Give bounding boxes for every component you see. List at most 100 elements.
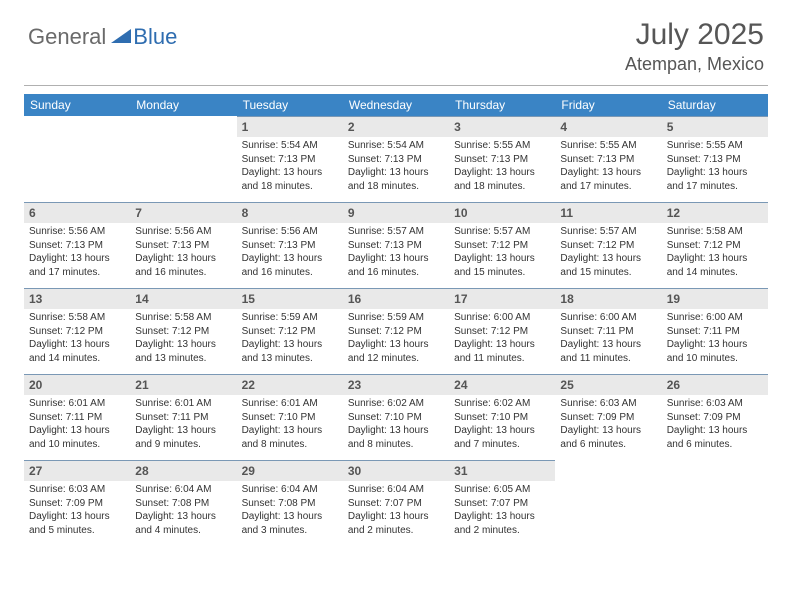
calendar-day-cell: 26Sunrise: 6:03 AMSunset: 7:09 PMDayligh… xyxy=(662,374,768,460)
day-info: Sunrise: 6:01 AMSunset: 7:11 PMDaylight:… xyxy=(130,397,236,451)
sunset-line: Sunset: 7:10 PM xyxy=(348,411,444,425)
sunset-line: Sunset: 7:11 PM xyxy=(135,411,231,425)
sunset-line: Sunset: 7:13 PM xyxy=(29,239,125,253)
day-number: 1 xyxy=(237,117,343,137)
daylight-line: Daylight: 13 hours and 8 minutes. xyxy=(348,424,444,451)
day-number: 8 xyxy=(237,203,343,223)
calendar-day-cell: 1Sunrise: 5:54 AMSunset: 7:13 PMDaylight… xyxy=(237,116,343,202)
daylight-line: Daylight: 13 hours and 14 minutes. xyxy=(667,252,763,279)
sunset-line: Sunset: 7:11 PM xyxy=(667,325,763,339)
sunrise-line: Sunrise: 5:54 AM xyxy=(348,139,444,153)
day-info: Sunrise: 5:57 AMSunset: 7:12 PMDaylight:… xyxy=(555,225,661,279)
day-number: 5 xyxy=(662,117,768,137)
sunrise-line: Sunrise: 5:56 AM xyxy=(242,225,338,239)
sunrise-line: Sunrise: 6:04 AM xyxy=(348,483,444,497)
day-info: Sunrise: 6:00 AMSunset: 7:11 PMDaylight:… xyxy=(555,311,661,365)
sunrise-line: Sunrise: 6:01 AM xyxy=(29,397,125,411)
day-number: 17 xyxy=(449,289,555,309)
sunset-line: Sunset: 7:13 PM xyxy=(242,239,338,253)
day-number: 27 xyxy=(24,461,130,481)
daylight-line: Daylight: 13 hours and 17 minutes. xyxy=(560,166,656,193)
sunrise-line: Sunrise: 5:56 AM xyxy=(135,225,231,239)
day-info: Sunrise: 6:01 AMSunset: 7:11 PMDaylight:… xyxy=(24,397,130,451)
sunrise-line: Sunrise: 5:59 AM xyxy=(242,311,338,325)
calendar-day-cell: 27Sunrise: 6:03 AMSunset: 7:09 PMDayligh… xyxy=(24,460,130,546)
day-info: Sunrise: 5:55 AMSunset: 7:13 PMDaylight:… xyxy=(555,139,661,193)
day-info: Sunrise: 5:59 AMSunset: 7:12 PMDaylight:… xyxy=(343,311,449,365)
calendar-day-cell: 31Sunrise: 6:05 AMSunset: 7:07 PMDayligh… xyxy=(449,460,555,546)
day-number: 18 xyxy=(555,289,661,309)
sunrise-line: Sunrise: 6:04 AM xyxy=(242,483,338,497)
sunrise-line: Sunrise: 6:00 AM xyxy=(667,311,763,325)
day-number: 31 xyxy=(449,461,555,481)
sunset-line: Sunset: 7:13 PM xyxy=(454,153,550,167)
day-info: Sunrise: 6:04 AMSunset: 7:08 PMDaylight:… xyxy=(130,483,236,537)
day-number: 14 xyxy=(130,289,236,309)
day-number: 28 xyxy=(130,461,236,481)
sunset-line: Sunset: 7:12 PM xyxy=(454,325,550,339)
day-number: 7 xyxy=(130,203,236,223)
calendar-day-cell: 13Sunrise: 5:58 AMSunset: 7:12 PMDayligh… xyxy=(24,288,130,374)
day-number: 11 xyxy=(555,203,661,223)
sunset-line: Sunset: 7:13 PM xyxy=(560,153,656,167)
day-info: Sunrise: 5:54 AMSunset: 7:13 PMDaylight:… xyxy=(237,139,343,193)
sunset-line: Sunset: 7:10 PM xyxy=(454,411,550,425)
day-header: Thursday xyxy=(449,94,555,116)
sunrise-line: Sunrise: 5:59 AM xyxy=(348,311,444,325)
logo-text-general: General xyxy=(28,24,106,50)
daylight-line: Daylight: 13 hours and 16 minutes. xyxy=(348,252,444,279)
calendar-day-cell: 24Sunrise: 6:02 AMSunset: 7:10 PMDayligh… xyxy=(449,374,555,460)
sunset-line: Sunset: 7:13 PM xyxy=(667,153,763,167)
calendar-day-cell: 3Sunrise: 5:55 AMSunset: 7:13 PMDaylight… xyxy=(449,116,555,202)
day-number: 26 xyxy=(662,375,768,395)
day-number: 15 xyxy=(237,289,343,309)
daylight-line: Daylight: 13 hours and 7 minutes. xyxy=(454,424,550,451)
sunset-line: Sunset: 7:08 PM xyxy=(135,497,231,511)
logo-triangle-icon xyxy=(111,29,131,48)
daylight-line: Daylight: 13 hours and 5 minutes. xyxy=(29,510,125,537)
sunrise-line: Sunrise: 5:57 AM xyxy=(454,225,550,239)
daylight-line: Daylight: 13 hours and 15 minutes. xyxy=(454,252,550,279)
daylight-line: Daylight: 13 hours and 10 minutes. xyxy=(667,338,763,365)
calendar-day-cell: 30Sunrise: 6:04 AMSunset: 7:07 PMDayligh… xyxy=(343,460,449,546)
calendar-day-cell: 20Sunrise: 6:01 AMSunset: 7:11 PMDayligh… xyxy=(24,374,130,460)
sunset-line: Sunset: 7:13 PM xyxy=(348,153,444,167)
daylight-line: Daylight: 13 hours and 18 minutes. xyxy=(454,166,550,193)
sunrise-line: Sunrise: 6:02 AM xyxy=(454,397,550,411)
daylight-line: Daylight: 13 hours and 11 minutes. xyxy=(560,338,656,365)
calendar-day-cell: 23Sunrise: 6:02 AMSunset: 7:10 PMDayligh… xyxy=(343,374,449,460)
sunrise-line: Sunrise: 6:04 AM xyxy=(135,483,231,497)
sunset-line: Sunset: 7:13 PM xyxy=(242,153,338,167)
day-header: Wednesday xyxy=(343,94,449,116)
day-number: 4 xyxy=(555,117,661,137)
day-number: 21 xyxy=(130,375,236,395)
sunset-line: Sunset: 7:13 PM xyxy=(348,239,444,253)
calendar-day-cell: 12Sunrise: 5:58 AMSunset: 7:12 PMDayligh… xyxy=(662,202,768,288)
sunrise-line: Sunrise: 6:02 AM xyxy=(348,397,444,411)
day-number: 29 xyxy=(237,461,343,481)
calendar-day-cell: 16Sunrise: 5:59 AMSunset: 7:12 PMDayligh… xyxy=(343,288,449,374)
sunrise-line: Sunrise: 5:55 AM xyxy=(667,139,763,153)
day-info: Sunrise: 5:57 AMSunset: 7:13 PMDaylight:… xyxy=(343,225,449,279)
day-info: Sunrise: 5:56 AMSunset: 7:13 PMDaylight:… xyxy=(24,225,130,279)
sunrise-line: Sunrise: 6:00 AM xyxy=(560,311,656,325)
day-header: Saturday xyxy=(662,94,768,116)
day-info: Sunrise: 5:54 AMSunset: 7:13 PMDaylight:… xyxy=(343,139,449,193)
day-info: Sunrise: 6:05 AMSunset: 7:07 PMDaylight:… xyxy=(449,483,555,537)
daylight-line: Daylight: 13 hours and 6 minutes. xyxy=(560,424,656,451)
day-number: 9 xyxy=(343,203,449,223)
calendar-day-cell: 21Sunrise: 6:01 AMSunset: 7:11 PMDayligh… xyxy=(130,374,236,460)
calendar-day-cell: 28Sunrise: 6:04 AMSunset: 7:08 PMDayligh… xyxy=(130,460,236,546)
sunrise-line: Sunrise: 6:03 AM xyxy=(560,397,656,411)
day-info: Sunrise: 5:58 AMSunset: 7:12 PMDaylight:… xyxy=(130,311,236,365)
day-header: Sunday xyxy=(24,94,130,116)
day-number: 13 xyxy=(24,289,130,309)
calendar-day-cell: 5Sunrise: 5:55 AMSunset: 7:13 PMDaylight… xyxy=(662,116,768,202)
day-info: Sunrise: 5:56 AMSunset: 7:13 PMDaylight:… xyxy=(130,225,236,279)
calendar-blank-cell xyxy=(662,460,768,546)
daylight-line: Daylight: 13 hours and 17 minutes. xyxy=(29,252,125,279)
day-info: Sunrise: 6:02 AMSunset: 7:10 PMDaylight:… xyxy=(449,397,555,451)
sunset-line: Sunset: 7:09 PM xyxy=(667,411,763,425)
sunset-line: Sunset: 7:12 PM xyxy=(348,325,444,339)
day-info: Sunrise: 6:04 AMSunset: 7:07 PMDaylight:… xyxy=(343,483,449,537)
